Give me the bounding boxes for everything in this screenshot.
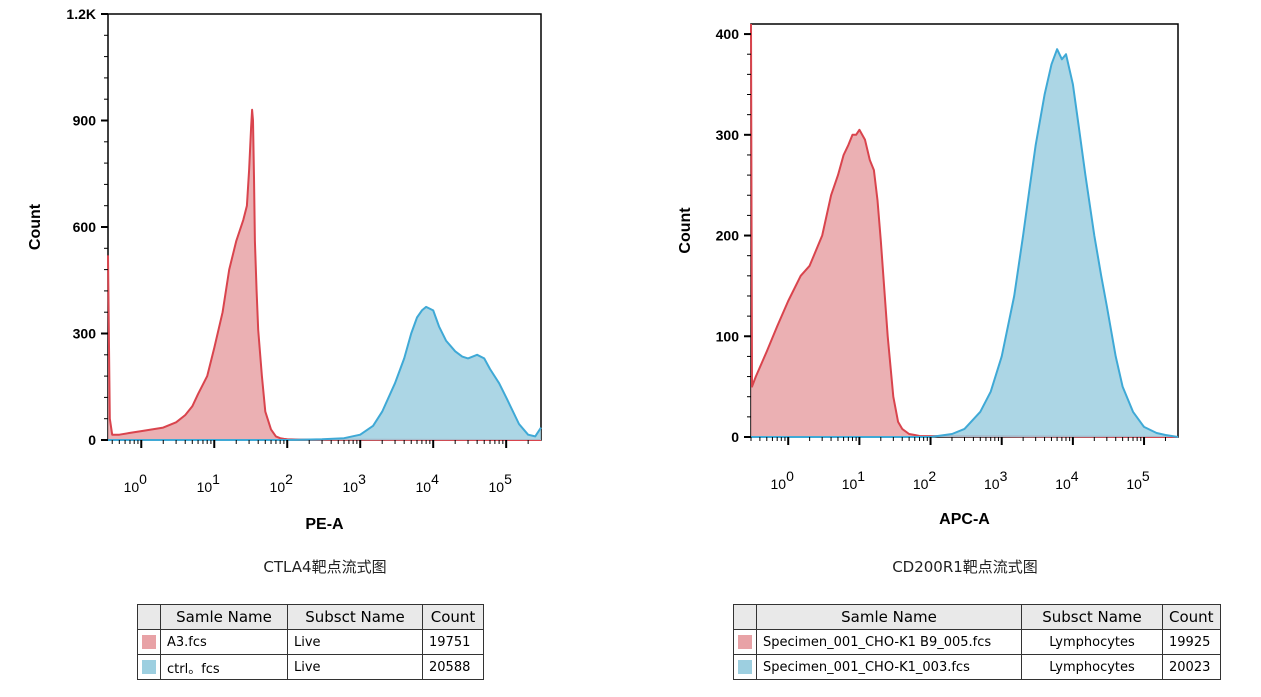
x-tick-label: 101 xyxy=(842,468,866,492)
legend-swatch xyxy=(142,660,156,674)
legend-row: ctrl。fcs Live 20588 xyxy=(137,654,484,680)
chart-2-legend-table: Samle Name Subsct Name Count Specimen_00… xyxy=(733,604,1221,680)
legend-header-count: Count xyxy=(422,604,484,630)
legend-swatch-header xyxy=(137,604,161,630)
x-tick-label: 100 xyxy=(124,471,148,495)
legend-count: 19751 xyxy=(422,629,484,655)
y-tick-label: 900 xyxy=(73,113,97,129)
series-line-2 xyxy=(751,48,1179,438)
charts-canvas: 0 300 600 900 1.2K 100 101 102 103 104 105 PE-A Coun… xyxy=(27,6,1179,533)
x-axis-title: APC-A xyxy=(939,511,990,528)
x-tick-label: 100 xyxy=(771,468,795,492)
x-tick-label: 103 xyxy=(343,471,367,495)
x-axis-title: PE-A xyxy=(305,516,344,533)
legend-count: 19925 xyxy=(1162,629,1221,655)
legend-sample-name: A3.fcs xyxy=(160,629,288,655)
legend-row: Specimen_001_CHO-K1_003.fcs Lymphocytes … xyxy=(733,654,1221,680)
series-area-2 xyxy=(751,49,1178,437)
legend-subset-name: Live xyxy=(287,629,423,655)
y-tick-label: 0 xyxy=(731,429,739,445)
series-line-1 xyxy=(107,108,542,441)
legend-row: A3.fcs Live 19751 xyxy=(137,629,484,655)
y-tick-label: 200 xyxy=(716,228,740,244)
series-line-1 xyxy=(750,23,1179,438)
y-tick-label: 1.2K xyxy=(66,6,96,22)
chart-2: 0 100 200 300 400 100 101 102 103 104 105 APC-A Coun… xyxy=(677,23,1179,528)
x-tick-label: 105 xyxy=(488,471,512,495)
chart-2-caption: CD200R1靶点流式图 xyxy=(892,558,1038,576)
x-tick-label: 105 xyxy=(1126,468,1150,492)
y-tick-label: 300 xyxy=(716,127,740,143)
chart-1-legend-table: Samle Name Subsct Name Count A3.fcs Live… xyxy=(137,604,484,680)
legend-swatch-cell xyxy=(137,629,161,655)
series-line-2 xyxy=(108,305,542,441)
series-area-2 xyxy=(108,306,541,440)
y-axis-title: Count xyxy=(27,203,44,250)
x-tick-label: 104 xyxy=(1055,468,1079,492)
y-tick-label: 600 xyxy=(73,219,97,235)
series-area-1 xyxy=(751,24,1178,437)
x-tick-label: 102 xyxy=(913,468,937,492)
legend-header-count: Count xyxy=(1162,604,1221,630)
legend-subset-name: Lymphocytes xyxy=(1021,629,1163,655)
y-tick-label: 100 xyxy=(716,328,740,344)
legend-swatch-cell xyxy=(733,654,757,680)
legend-count: 20023 xyxy=(1162,654,1221,680)
y-tick-label: 400 xyxy=(716,26,740,42)
legend-swatch xyxy=(738,635,752,649)
legend-swatch-cell xyxy=(733,629,757,655)
legend-row: Specimen_001_CHO-K1 B9_005.fcs Lymphocyt… xyxy=(733,629,1221,655)
legend-count: 20588 xyxy=(422,654,484,680)
legend-swatch-header xyxy=(733,604,757,630)
x-tick-label: 104 xyxy=(416,471,440,495)
legend-header-row: Samle Name Subsct Name Count xyxy=(137,604,484,630)
y-axis-title: Count xyxy=(677,207,694,254)
legend-subset-name: Live xyxy=(287,654,423,680)
series-area-1 xyxy=(108,109,541,441)
chart-1-caption: CTLA4靶点流式图 xyxy=(263,558,387,576)
chart-1: 0 300 600 900 1.2K 100 101 102 103 104 105 PE-A Coun… xyxy=(27,6,542,533)
legend-header-row: Samle Name Subsct Name Count xyxy=(733,604,1221,630)
legend-swatch xyxy=(142,635,156,649)
legend-swatch-cell xyxy=(137,654,161,680)
x-tick-label: 101 xyxy=(197,471,221,495)
legend-sample-name: Specimen_001_CHO-K1_003.fcs xyxy=(756,654,1022,680)
legend-subset-name: Lymphocytes xyxy=(1021,654,1163,680)
legend-swatch xyxy=(738,660,752,674)
legend-header-subset: Subsct Name xyxy=(287,604,423,630)
y-tick-label: 0 xyxy=(88,432,96,448)
y-tick-label: 300 xyxy=(73,326,97,342)
legend-sample-name: ctrl。fcs xyxy=(160,654,288,680)
legend-sample-name: Specimen_001_CHO-K1 B9_005.fcs xyxy=(756,629,1022,655)
legend-header-subset: Subsct Name xyxy=(1021,604,1163,630)
x-tick-label: 102 xyxy=(270,471,294,495)
legend-header-sample: Samle Name xyxy=(756,604,1022,630)
x-tick-label: 103 xyxy=(984,468,1008,492)
legend-header-sample: Samle Name xyxy=(160,604,288,630)
